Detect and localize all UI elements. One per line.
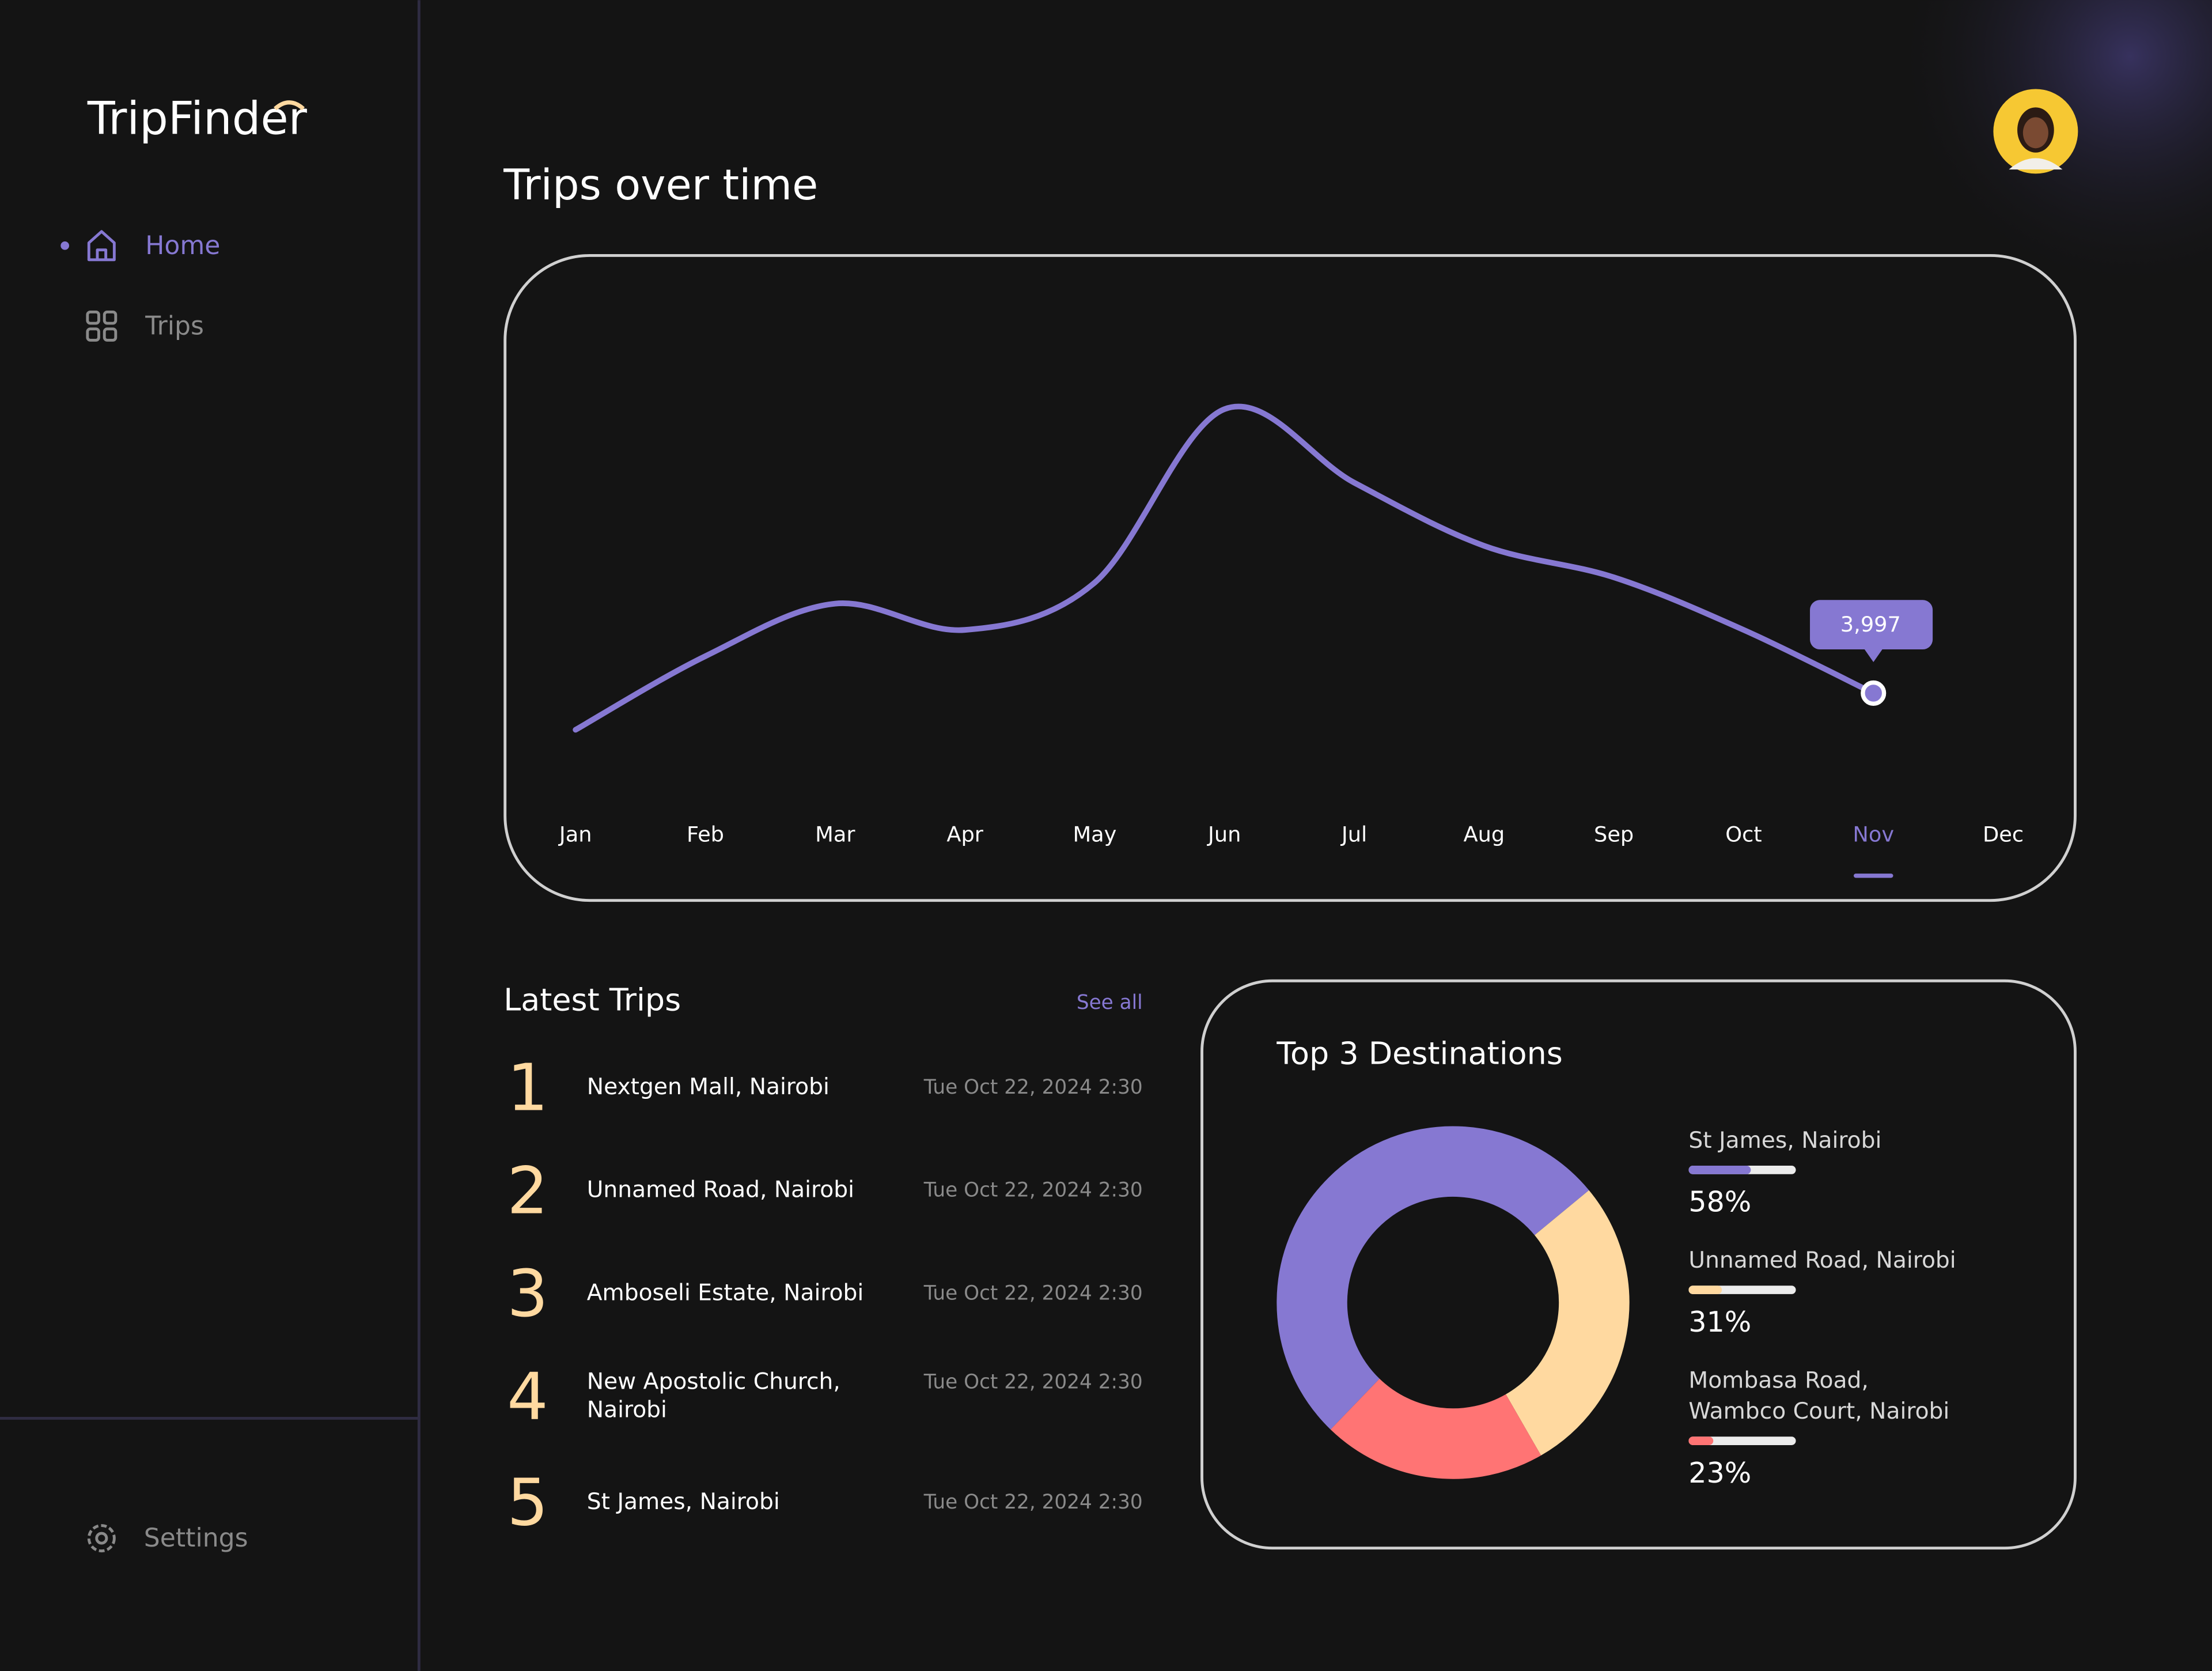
tooltip-label: 3,997 <box>1840 612 1901 637</box>
trip-rank: 1 <box>507 1049 548 1125</box>
trip-rank: 4 <box>507 1359 548 1435</box>
trip-place: New Apostolic Church, <box>587 1369 840 1395</box>
x-tick-label: Sep <box>1594 822 1634 847</box>
tooltip <box>1810 600 1933 650</box>
donut-segment <box>1277 1126 1589 1430</box>
trip-place: Nextgen Mall, Nairobi <box>587 1074 830 1100</box>
x-tick-label: Jan <box>558 822 592 847</box>
trip-place: Nairobi <box>587 1397 667 1423</box>
nav-label[interactable]: Settings <box>144 1523 248 1553</box>
brand-mark <box>274 100 305 111</box>
x-tick-label: Mar <box>815 822 855 847</box>
chart-title: Trips over time <box>503 161 818 210</box>
x-tick-label: Aug <box>1463 822 1505 847</box>
legend-value: 31% <box>1688 1306 1751 1339</box>
active-dot <box>60 241 69 250</box>
tooltip-pointer <box>1863 648 1884 663</box>
trip-place: Amboseli Estate, Nairobi <box>587 1280 864 1306</box>
trip-time: Tue Oct 22, 2024 2:30 <box>923 1371 1143 1394</box>
trip-time: Tue Oct 22, 2024 2:30 <box>923 1281 1143 1305</box>
nav-label[interactable]: Home <box>145 231 220 260</box>
x-tick-label: Feb <box>687 822 724 847</box>
nav-label[interactable]: Trips <box>145 311 204 341</box>
nav-trips[interactable]: Trips <box>86 310 204 342</box>
nav-home[interactable]: Home <box>60 230 220 262</box>
x-tick-label: Dec <box>1983 822 2024 847</box>
legend-name: Wambco Court, Nairobi <box>1688 1398 1949 1424</box>
home-icon <box>87 230 116 262</box>
selected-indicator <box>1853 874 1893 878</box>
x-tick-label: Jun <box>1207 822 1241 847</box>
trip-place: Unnamed Road, Nairobi <box>587 1177 854 1203</box>
trip-rank: 2 <box>507 1152 548 1228</box>
destinations-card <box>1200 979 2077 1550</box>
x-tick-label: Jul <box>1340 822 1367 847</box>
x-tick-label: Nov <box>1853 822 1894 847</box>
legend-value: 23% <box>1688 1457 1751 1489</box>
progress-fill <box>1688 1436 1714 1445</box>
trip-place: St James, Nairobi <box>587 1489 780 1515</box>
chart-card <box>503 254 2077 902</box>
gear-center <box>95 1532 108 1545</box>
trip-time: Tue Oct 22, 2024 2:30 <box>923 1179 1143 1202</box>
trend-line <box>573 403 1877 733</box>
progress-fill <box>1688 1286 1722 1294</box>
legend-name: St James, Nairobi <box>1688 1128 1881 1154</box>
data-point <box>1861 680 1887 706</box>
x-tick-label: May <box>1073 822 1116 847</box>
section-title: Latest Trips <box>503 982 681 1018</box>
avatar[interactable] <box>1993 89 2078 174</box>
donut-segment <box>1505 1190 1630 1455</box>
x-tick-label: Oct <box>1725 822 1762 847</box>
donut-title: Top 3 Destinations <box>1276 1035 1563 1072</box>
legend-name: Unnamed Road, Nairobi <box>1688 1247 1956 1273</box>
donut-segment <box>1330 1378 1541 1479</box>
legend-value: 58% <box>1688 1186 1751 1219</box>
see-all-link[interactable]: See all <box>1077 991 1143 1014</box>
trips-icon <box>86 310 118 342</box>
trip-rank: 5 <box>507 1464 548 1540</box>
brand: TripFinder <box>87 92 308 145</box>
progress-fill <box>1688 1166 1751 1174</box>
trip-time: Tue Oct 22, 2024 2:30 <box>923 1076 1143 1099</box>
trip-time: Tue Oct 22, 2024 2:30 <box>923 1491 1143 1514</box>
legend-name: Mombasa Road, <box>1688 1367 1868 1393</box>
x-tick-label: Apr <box>946 822 983 847</box>
nav-settings[interactable]: Settings <box>87 1523 248 1553</box>
gear-icon <box>87 1524 116 1553</box>
progress-track <box>1688 1436 1796 1445</box>
trip-rank: 3 <box>507 1256 548 1332</box>
